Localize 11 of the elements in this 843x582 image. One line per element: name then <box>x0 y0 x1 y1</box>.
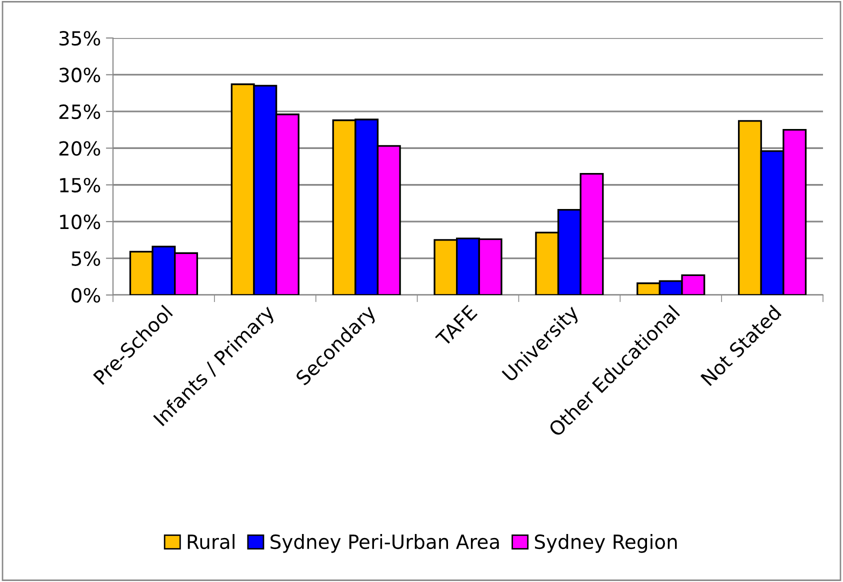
y-tick-label: 35% <box>59 30 100 46</box>
y-tick-label: 10% <box>60 214 100 230</box>
y-tick-label: 30% <box>59 68 100 82</box>
y-tick-label: 0% <box>72 288 100 303</box>
legend-label: Sydney Peri-Urban Area <box>270 534 499 553</box>
y-tick-label: 25% <box>59 104 100 120</box>
y-tick-label: 20% <box>59 141 100 156</box>
y-tick-label: 5% <box>72 251 100 266</box>
y-tick-label: 15% <box>60 178 100 193</box>
legend-label: Rural <box>188 534 234 550</box>
legend-label: Sydney Region <box>534 534 677 553</box>
